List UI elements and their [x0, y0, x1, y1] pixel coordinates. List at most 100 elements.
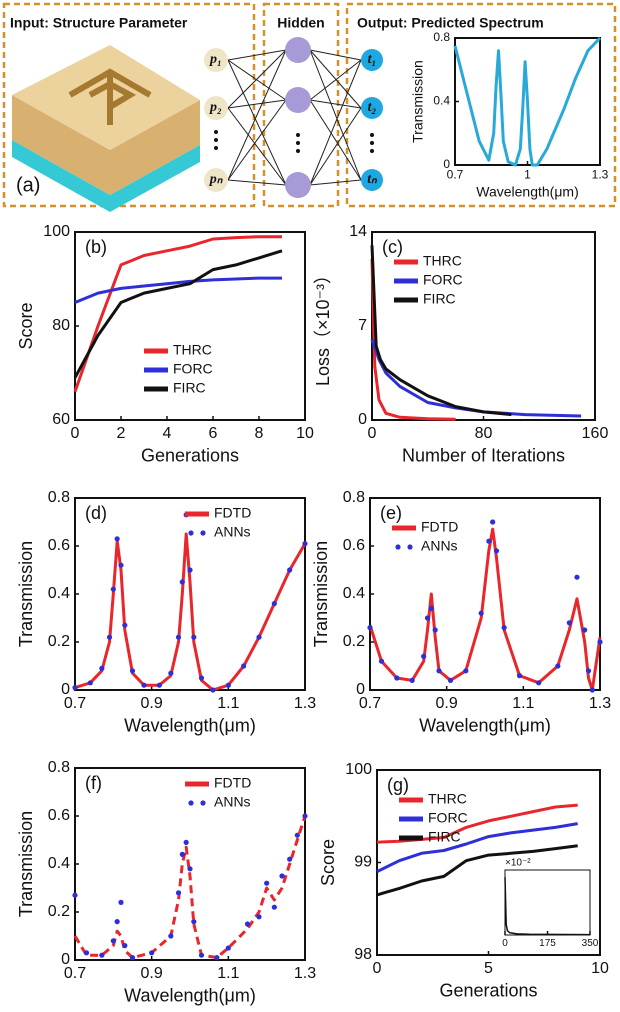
data-point — [378, 658, 385, 664]
data-point — [114, 919, 120, 925]
x-tick-label: 0.7 — [359, 695, 381, 712]
data-point — [110, 938, 116, 944]
legend-label: ANNs — [214, 524, 251, 540]
x-axis-label: Wavelength(μm) — [476, 183, 578, 199]
ellipsis-dot — [296, 141, 300, 145]
connection — [227, 179, 287, 186]
panel-label: (c) — [382, 237, 403, 257]
data-point — [179, 579, 185, 585]
y-tick-label: 0.4 — [48, 855, 70, 872]
legend-label: FORC — [173, 361, 213, 377]
data-point — [264, 880, 270, 886]
data-point — [225, 682, 231, 688]
data-line — [504, 877, 591, 936]
y-tick-label: 0.6 — [343, 537, 365, 554]
x-tick-label: 160 — [582, 425, 609, 442]
ellipsis-dot — [370, 141, 374, 145]
y-tick-label: 0.4 — [343, 585, 365, 602]
chart: 0.7 0.9 1.1 1.3 0 0.2 0.4 0.6 0.8 Wavelength(μm) T… — [311, 489, 611, 735]
legend-label: FDTD — [214, 505, 251, 521]
y-tick-label: 0 — [61, 951, 70, 968]
data-line — [370, 338, 582, 418]
data-point — [279, 873, 285, 879]
ellipsis-dot — [370, 133, 374, 137]
y-axis-label: Transmission — [16, 541, 36, 647]
y-tick-label: 0.8 — [48, 489, 70, 506]
data-point — [486, 538, 492, 544]
y-axis-label: Loss（×10⁻³） — [313, 266, 333, 386]
data-point — [87, 680, 93, 686]
data-line — [73, 815, 307, 960]
y-tick-label: 7 — [358, 317, 367, 334]
data-point — [175, 890, 182, 896]
data-point — [118, 899, 124, 906]
data-line — [453, 36, 602, 167]
legend-label: FIRC — [428, 829, 461, 845]
y-tick-label: 0.6 — [48, 537, 70, 554]
y-tick-label: 100 — [43, 223, 70, 240]
data-point — [99, 665, 105, 672]
connection — [227, 59, 287, 186]
data-point — [536, 680, 542, 686]
connection — [309, 59, 362, 101]
connection — [309, 49, 362, 109]
data-point — [555, 663, 561, 669]
x-tick-label: 5 — [484, 960, 493, 977]
data-point — [409, 677, 415, 684]
data-point — [421, 653, 427, 660]
connection — [309, 59, 362, 186]
connection — [227, 59, 287, 101]
data-point — [271, 904, 277, 910]
data-point — [122, 622, 128, 628]
data-point — [198, 675, 205, 681]
data-point — [271, 601, 277, 607]
data-point — [516, 673, 523, 679]
x-tick-label: 6 — [209, 425, 218, 442]
network: p₁ t₁ p₂ t₂ pₙ tₙ — [204, 37, 383, 198]
x-axis-label: Wavelength(μm) — [124, 986, 256, 1006]
x-tick-label: 0 — [368, 425, 377, 442]
y-tick-label: 0.8 — [343, 489, 365, 506]
data-line — [370, 245, 512, 417]
hidden-node — [285, 87, 311, 113]
x-tick-label: 350 — [582, 938, 599, 949]
data-point — [493, 548, 500, 554]
data-point — [428, 605, 434, 612]
x-tick-label: 0.9 — [141, 965, 163, 982]
data-line — [74, 276, 282, 304]
data-point — [302, 541, 308, 547]
y-axis-label: Transmission — [410, 60, 426, 143]
data-point — [287, 567, 293, 573]
legend-label: FORC — [423, 272, 463, 288]
data-point — [566, 620, 572, 626]
x-axis-label: Wavelength(μm) — [124, 716, 256, 736]
y-tick-label: 14 — [349, 223, 367, 240]
data-point — [179, 851, 185, 858]
connection — [309, 49, 362, 181]
x-tick-label: 1.3 — [589, 695, 611, 712]
y-tick-label: 0.8 — [48, 759, 70, 776]
y-tick-label: 0 — [61, 681, 70, 698]
panel-label: (g) — [387, 775, 409, 795]
x-tick-label: 1.3 — [294, 695, 316, 712]
input-node — [204, 48, 228, 72]
input-node — [204, 96, 228, 120]
connection — [309, 99, 362, 109]
data-point — [114, 536, 120, 542]
legend-label: ANNs — [214, 794, 251, 810]
data-point — [582, 627, 588, 633]
x-tick-label: 0.7 — [64, 695, 86, 712]
data-point — [191, 634, 197, 640]
panel-label: (a) — [16, 174, 40, 196]
data-line — [74, 532, 307, 692]
data-point — [156, 682, 162, 688]
ellipsis-dot — [214, 146, 218, 150]
x-tick-label: 1.3 — [592, 167, 609, 181]
y-tick-label: 0.8 — [433, 30, 450, 44]
data-point — [168, 933, 174, 939]
legend-label: FIRC — [173, 380, 206, 396]
connection — [227, 49, 287, 61]
legend-label: ANNs — [421, 538, 458, 554]
y-axis-label: Score — [318, 839, 338, 886]
y-axis-label: Score — [16, 302, 36, 349]
